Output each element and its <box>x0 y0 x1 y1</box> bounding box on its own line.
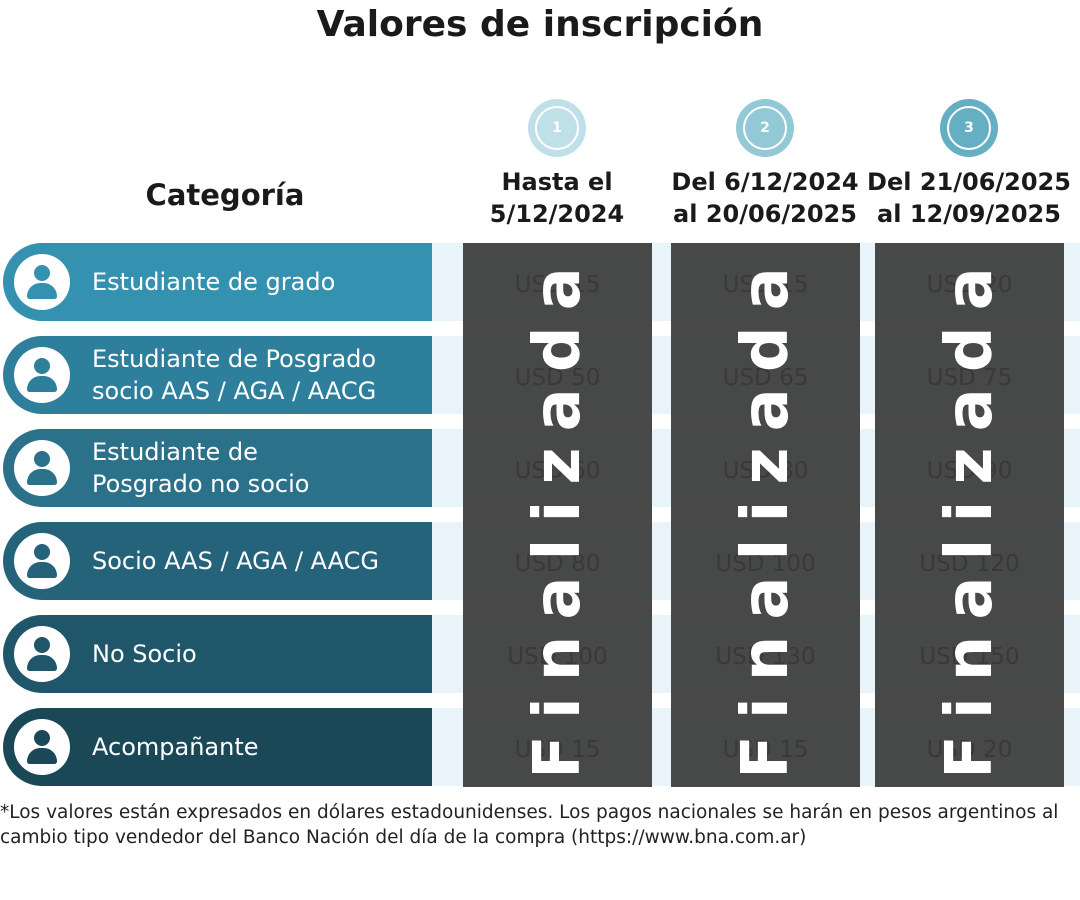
category-line: No Socio <box>92 640 197 668</box>
icon-head <box>34 730 50 746</box>
period-line: Del 21/06/2025 <box>867 168 1071 196</box>
icon-body <box>27 655 57 671</box>
category-line: Estudiante de Posgrado <box>92 345 377 373</box>
category-icon <box>14 347 70 403</box>
step-circle: 3 <box>940 99 998 157</box>
category-label: Estudiante de grado <box>92 266 335 298</box>
icon-head <box>34 544 50 560</box>
period-header: Del 21/06/2025 al 12/09/2025 <box>864 166 1074 230</box>
icon-head <box>34 358 50 374</box>
step-number: 3 <box>947 106 991 150</box>
category-label: No Socio <box>92 638 197 670</box>
icon-head <box>34 265 50 281</box>
category-line: Acompañante <box>92 733 259 761</box>
category-bar: Estudiante de Posgrado no socio <box>3 429 432 507</box>
category-bar: Socio AAS / AGA / AACG <box>3 522 432 600</box>
step-circle: 2 <box>736 99 794 157</box>
category-label: Acompañante <box>92 731 259 763</box>
category-line: Estudiante de <box>92 438 258 466</box>
category-header: Categoría <box>145 178 305 212</box>
category-label: Socio AAS / AGA / AACG <box>92 545 379 577</box>
footnote-line: cambio tipo vendedor del Banco Nación de… <box>0 827 807 848</box>
period-line: al 20/06/2025 <box>673 200 857 228</box>
icon-head <box>34 451 50 467</box>
title: Valores de inscripción <box>316 4 764 45</box>
period-line: Hasta el <box>501 168 613 196</box>
closed-label: Finalizada <box>520 251 595 779</box>
category-label: Estudiante de Posgrado socio AAS / AGA / … <box>92 343 376 407</box>
step-number: 1 <box>535 106 579 150</box>
category-bar: No Socio <box>3 615 432 693</box>
category-line: Socio AAS / AGA / AACG <box>92 547 379 575</box>
closed-overlay: Finalizada <box>463 243 652 787</box>
closed-overlay: Finalizada <box>671 243 860 787</box>
icon-body <box>27 748 57 764</box>
icon-body <box>27 469 57 485</box>
footnote: *Los valores están expresados en dólares… <box>0 800 1080 850</box>
period-line: 5/12/2024 <box>489 200 625 228</box>
category-line: socio AAS / AGA / AACG <box>92 377 377 405</box>
category-icon <box>14 533 70 589</box>
category-bar: Acompañante <box>3 708 432 786</box>
period-header: Del 6/12/2024 al 20/06/2025 <box>660 166 870 230</box>
closed-overlay: Finalizada <box>875 243 1064 787</box>
footnote-line: *Los valores están expresados en dólares… <box>0 802 1059 823</box>
closed-label: Finalizada <box>932 251 1007 779</box>
category-icon <box>14 719 70 775</box>
icon-body <box>27 283 57 299</box>
category-icon <box>14 254 70 310</box>
category-icon <box>14 440 70 496</box>
category-bar: Estudiante de grado <box>3 243 432 321</box>
icon-body <box>27 376 57 392</box>
step-circle: 1 <box>528 99 586 157</box>
closed-label: Finalizada <box>728 251 803 779</box>
category-icon <box>14 626 70 682</box>
category-label: Estudiante de Posgrado no socio <box>92 436 309 500</box>
step-number: 2 <box>743 106 787 150</box>
period-header: Hasta el 5/12/2024 <box>452 166 662 230</box>
period-line: Del 6/12/2024 <box>671 168 859 196</box>
category-line: Posgrado no socio <box>92 470 310 498</box>
category-bar: Estudiante de Posgrado socio AAS / AGA / … <box>3 336 432 414</box>
icon-head <box>34 637 50 653</box>
icon-body <box>27 562 57 578</box>
category-line: Estudiante de grado <box>92 268 336 296</box>
period-line: al 12/09/2025 <box>877 200 1061 228</box>
